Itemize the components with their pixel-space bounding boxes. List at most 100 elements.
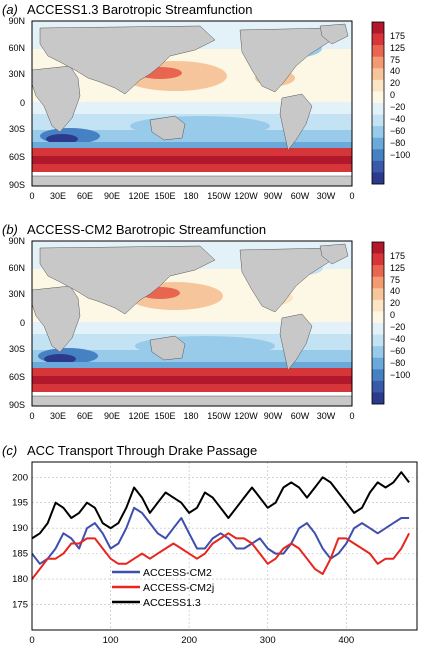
lon-tick: 60E xyxy=(77,411,93,421)
colorbar-cell xyxy=(372,357,384,370)
lat-tick: 90S xyxy=(9,180,25,190)
colorbar-cell xyxy=(372,68,384,81)
colorbar-cell xyxy=(372,299,384,312)
lon-tick: 30E xyxy=(50,411,66,421)
y-tick-label: 180 xyxy=(12,574,28,585)
colorbar-cells xyxy=(372,22,384,185)
panel-a-colorbar: 175 125 75 40 20 0 −20 −40 −60 −80 −100 xyxy=(371,21,410,185)
colorbar-cell xyxy=(372,103,384,115)
lon-tick: 90E xyxy=(104,411,120,421)
panel-a-lat-ticks: 90N 60N 30N 0 30S 60S 90S xyxy=(8,16,25,190)
panel-b-colorbar: 175 125 75 40 20 0 −20 −40 −60 −80 −100 xyxy=(371,241,410,405)
lat-tick: 90N xyxy=(8,16,25,26)
colorbar-cell xyxy=(372,114,384,127)
colorbar-cell xyxy=(372,22,384,34)
lat-tick: 30S xyxy=(9,344,25,354)
colorbar-tick: 40 xyxy=(390,286,400,296)
lat-tick: 30N xyxy=(8,289,25,299)
colorbar-tick: 20 xyxy=(390,78,400,88)
y-tick-label: 195 xyxy=(12,498,28,509)
panel-b-letter: (b) xyxy=(2,222,18,237)
colorbar-tick: 0 xyxy=(390,90,395,100)
y-tick-label: 175 xyxy=(12,600,28,611)
lat-tick: 60S xyxy=(9,152,25,162)
x-tick-label: 300 xyxy=(260,635,276,646)
colorbar-tick: −40 xyxy=(390,334,405,344)
colorbar-cell xyxy=(372,369,384,382)
colorbar-cell xyxy=(372,126,384,139)
colorbar-cell xyxy=(372,137,384,150)
colorbar-cell xyxy=(372,276,384,289)
lon-tick: 120W xyxy=(234,191,258,201)
lon-tick: 120W xyxy=(234,411,258,421)
panel-a-map xyxy=(31,20,353,187)
x-tick-label: 100 xyxy=(103,635,119,646)
x-tick-labels: 0 100 200 300 400 xyxy=(29,635,354,646)
y-tick-label: 200 xyxy=(12,472,28,483)
colorbar-cell xyxy=(372,346,384,359)
colorbar-cell xyxy=(372,311,384,324)
lon-tick: 0 xyxy=(29,411,34,421)
colorbar-tick: 0 xyxy=(390,310,395,320)
panel-c: (c) ACC Transport Through Drake Passage … xyxy=(2,443,418,646)
lat-tick: 90S xyxy=(9,400,25,410)
colorbar-tick: 75 xyxy=(390,55,400,65)
colorbar-tick: 175 xyxy=(390,251,405,261)
lon-tick: 90W xyxy=(264,411,283,421)
legend-label: ACCESS1.3 xyxy=(143,597,201,609)
x-tick-label: 0 xyxy=(29,635,34,646)
lat-tick: 60S xyxy=(9,372,25,382)
colorbar-tick: −20 xyxy=(390,322,405,332)
colorbar-tick: −60 xyxy=(390,126,405,136)
panel-a-title: ACCESS1.3 Barotropic Streamfunction xyxy=(27,2,252,17)
chart-title: ACC Transport Through Drake Passage xyxy=(27,443,257,458)
panel-b-title: ACCESS-CM2 Barotropic Streamfunction xyxy=(27,222,266,237)
lon-tick: 90E xyxy=(104,191,120,201)
grid xyxy=(31,462,417,630)
x-tick-label: 400 xyxy=(338,635,354,646)
y-tick-labels: 175 180 185 190 195 200 xyxy=(12,472,28,610)
colorbar-cell xyxy=(372,380,384,393)
panel-b-map xyxy=(31,240,353,407)
colorbar-cells xyxy=(372,242,384,405)
colorbar-tick: 40 xyxy=(390,66,400,76)
colorbar-tick: −100 xyxy=(390,150,410,160)
series-line-access1-3 xyxy=(31,471,410,540)
colorbar-cell xyxy=(372,392,384,405)
colorbar-cell xyxy=(372,288,384,301)
plot-frame xyxy=(31,461,418,631)
legend: ACCESS-CM2 ACCESS-CM2j ACCESS1.3 xyxy=(112,567,214,609)
colorbar-cell xyxy=(372,33,384,46)
colorbar-tick: −40 xyxy=(390,114,405,124)
x-tick-label: 200 xyxy=(181,635,197,646)
lon-tick: 150W xyxy=(207,411,231,421)
colorbar-cell xyxy=(372,172,384,185)
plot-area xyxy=(32,462,417,630)
y-tick-label: 190 xyxy=(12,523,28,534)
panel-c-letter: (c) xyxy=(2,443,17,458)
colorbar-tick: −80 xyxy=(390,138,405,148)
colorbar-cell xyxy=(372,253,384,266)
colorbar-tick: −20 xyxy=(390,102,405,112)
colorbar-tick: 175 xyxy=(390,31,405,41)
lat-tick: 90N xyxy=(8,236,25,246)
colorbar-cell xyxy=(372,334,384,347)
lat-tick: 0 xyxy=(20,318,25,328)
colorbar-cell xyxy=(372,79,384,92)
panel-a-letter: (a) xyxy=(2,2,18,17)
colorbar-cell xyxy=(372,149,384,162)
legend-label: ACCESS-CM2j xyxy=(143,582,214,594)
colorbar-tick: −80 xyxy=(390,358,405,368)
colorbar-cell xyxy=(372,265,384,278)
colorbar-cell xyxy=(372,160,384,173)
lon-tick: 60E xyxy=(77,191,93,201)
lon-tick: 30W xyxy=(317,411,336,421)
lon-tick: 60W xyxy=(291,191,310,201)
colorbar-cell xyxy=(372,242,384,254)
series-line-access-cm2j xyxy=(31,532,410,580)
lon-tick: 150E xyxy=(154,191,175,201)
lon-tick: 150W xyxy=(207,191,231,201)
lat-tick: 0 xyxy=(20,98,25,108)
lon-tick: 0 xyxy=(349,411,354,421)
